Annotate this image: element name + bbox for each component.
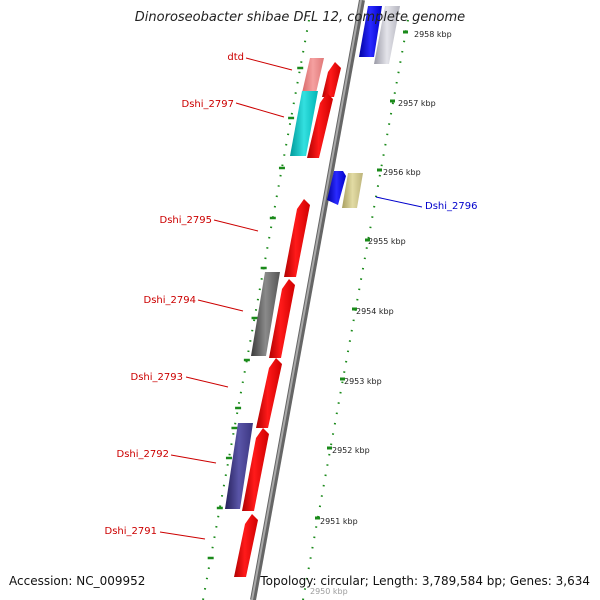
- accession-text: Accession: NC_009952: [9, 574, 146, 588]
- scale-label-2951: 2951 kbp: [320, 517, 358, 526]
- gene-tracks-left: [225, 58, 324, 509]
- gene-label-dtd[interactable]: dtd: [227, 52, 244, 63]
- gene-dshi-2793-red-arrow: [256, 358, 282, 428]
- gene-labels: dtd Dshi_2797 Dshi_2796 Dshi_2795 Dshi_2…: [105, 52, 478, 537]
- gene-dshi-2792-red-arrow: [242, 428, 269, 511]
- gene-label-dshi-2794[interactable]: Dshi_2794: [144, 295, 196, 306]
- gene-label-dshi-2793[interactable]: Dshi_2793: [131, 372, 183, 383]
- gene-label-dshi-2792[interactable]: Dshi_2792: [117, 449, 169, 460]
- gene-dtd-red-arrow: [322, 62, 341, 97]
- gene-tracks-right: [327, 6, 400, 208]
- scale-label-2952: 2952 kbp: [332, 446, 370, 455]
- gene-dtd-pink: [302, 58, 324, 93]
- gene-top-blue: [359, 6, 382, 57]
- scale-label-2954: 2954 kbp: [356, 307, 394, 316]
- gene-dshi-2796-khaki: [342, 173, 363, 208]
- outer-major-ticks: [315, 30, 408, 520]
- gene-dshi-2794-gray: [251, 272, 280, 356]
- gene-label-dshi-2795[interactable]: Dshi_2795: [160, 215, 212, 226]
- gene-label-dshi-2796[interactable]: Dshi_2796: [425, 201, 477, 212]
- gene-dshi-2796-blue-arrow: [327, 171, 346, 205]
- scale-label-2957: 2957 kbp: [398, 99, 436, 108]
- inner-scale-track: [202, 19, 310, 600]
- gene-top-silver: [374, 6, 400, 64]
- scale-label-2956: 2956 kbp: [383, 168, 421, 177]
- backbone: [250, 0, 365, 600]
- inner-major-ticks: [207, 66, 304, 560]
- gene-dshi-2794-red-arrow: [269, 279, 295, 358]
- scale-label-2950: 2950 kbp: [310, 587, 348, 596]
- gene-dshi-2797-red-arrow: [307, 93, 333, 158]
- genome-summary-text: Topology: circular; Length: 3,789,584 bp…: [260, 574, 590, 588]
- scale-label-2958: 2958 kbp: [414, 30, 452, 39]
- scale-label-2955: 2955 kbp: [368, 237, 406, 246]
- gene-label-dshi-2797[interactable]: Dshi_2797: [182, 99, 234, 110]
- scale-labels: 2958 kbp 2957 kbp 2956 kbp 2955 kbp 2954…: [310, 30, 452, 596]
- gene-dshi-2791-red-arrow: [234, 514, 258, 577]
- leader-lines: [159, 57, 423, 540]
- gene-dshi-2795-red-arrow: [284, 199, 310, 277]
- gene-label-dshi-2791[interactable]: Dshi_2791: [105, 526, 157, 537]
- page-title: Dinoroseobacter shibae DFL 12, complete …: [134, 10, 466, 25]
- gene-tracks-red: [234, 62, 341, 577]
- gene-dshi-2792-navy: [225, 423, 253, 509]
- scale-label-2953: 2953 kbp: [344, 377, 382, 386]
- gene-dshi-2797-cyan: [290, 91, 318, 156]
